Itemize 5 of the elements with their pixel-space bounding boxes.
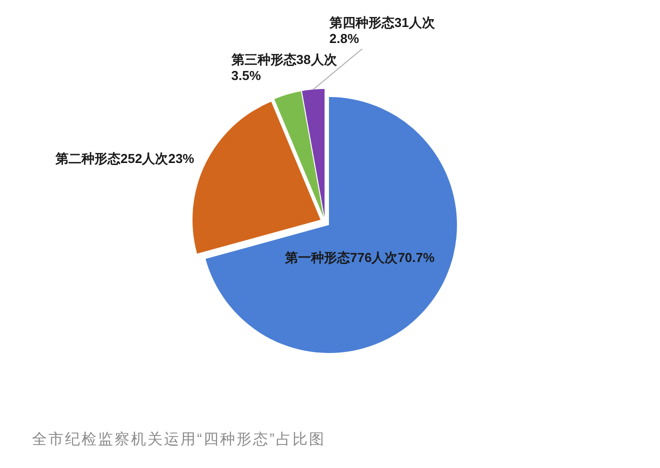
slice-label: 第一种形态776人次70.7% bbox=[284, 250, 436, 266]
text: 全市纪检监察机关运用“四种形态”占比图 bbox=[32, 431, 326, 448]
slice-label: 第二种形态252人次23% bbox=[54, 150, 195, 166]
slice-label: 第四种形态31人次 2.8% bbox=[328, 14, 436, 46]
slice-label: 第三种形态38人次 3.5% bbox=[230, 52, 338, 83]
